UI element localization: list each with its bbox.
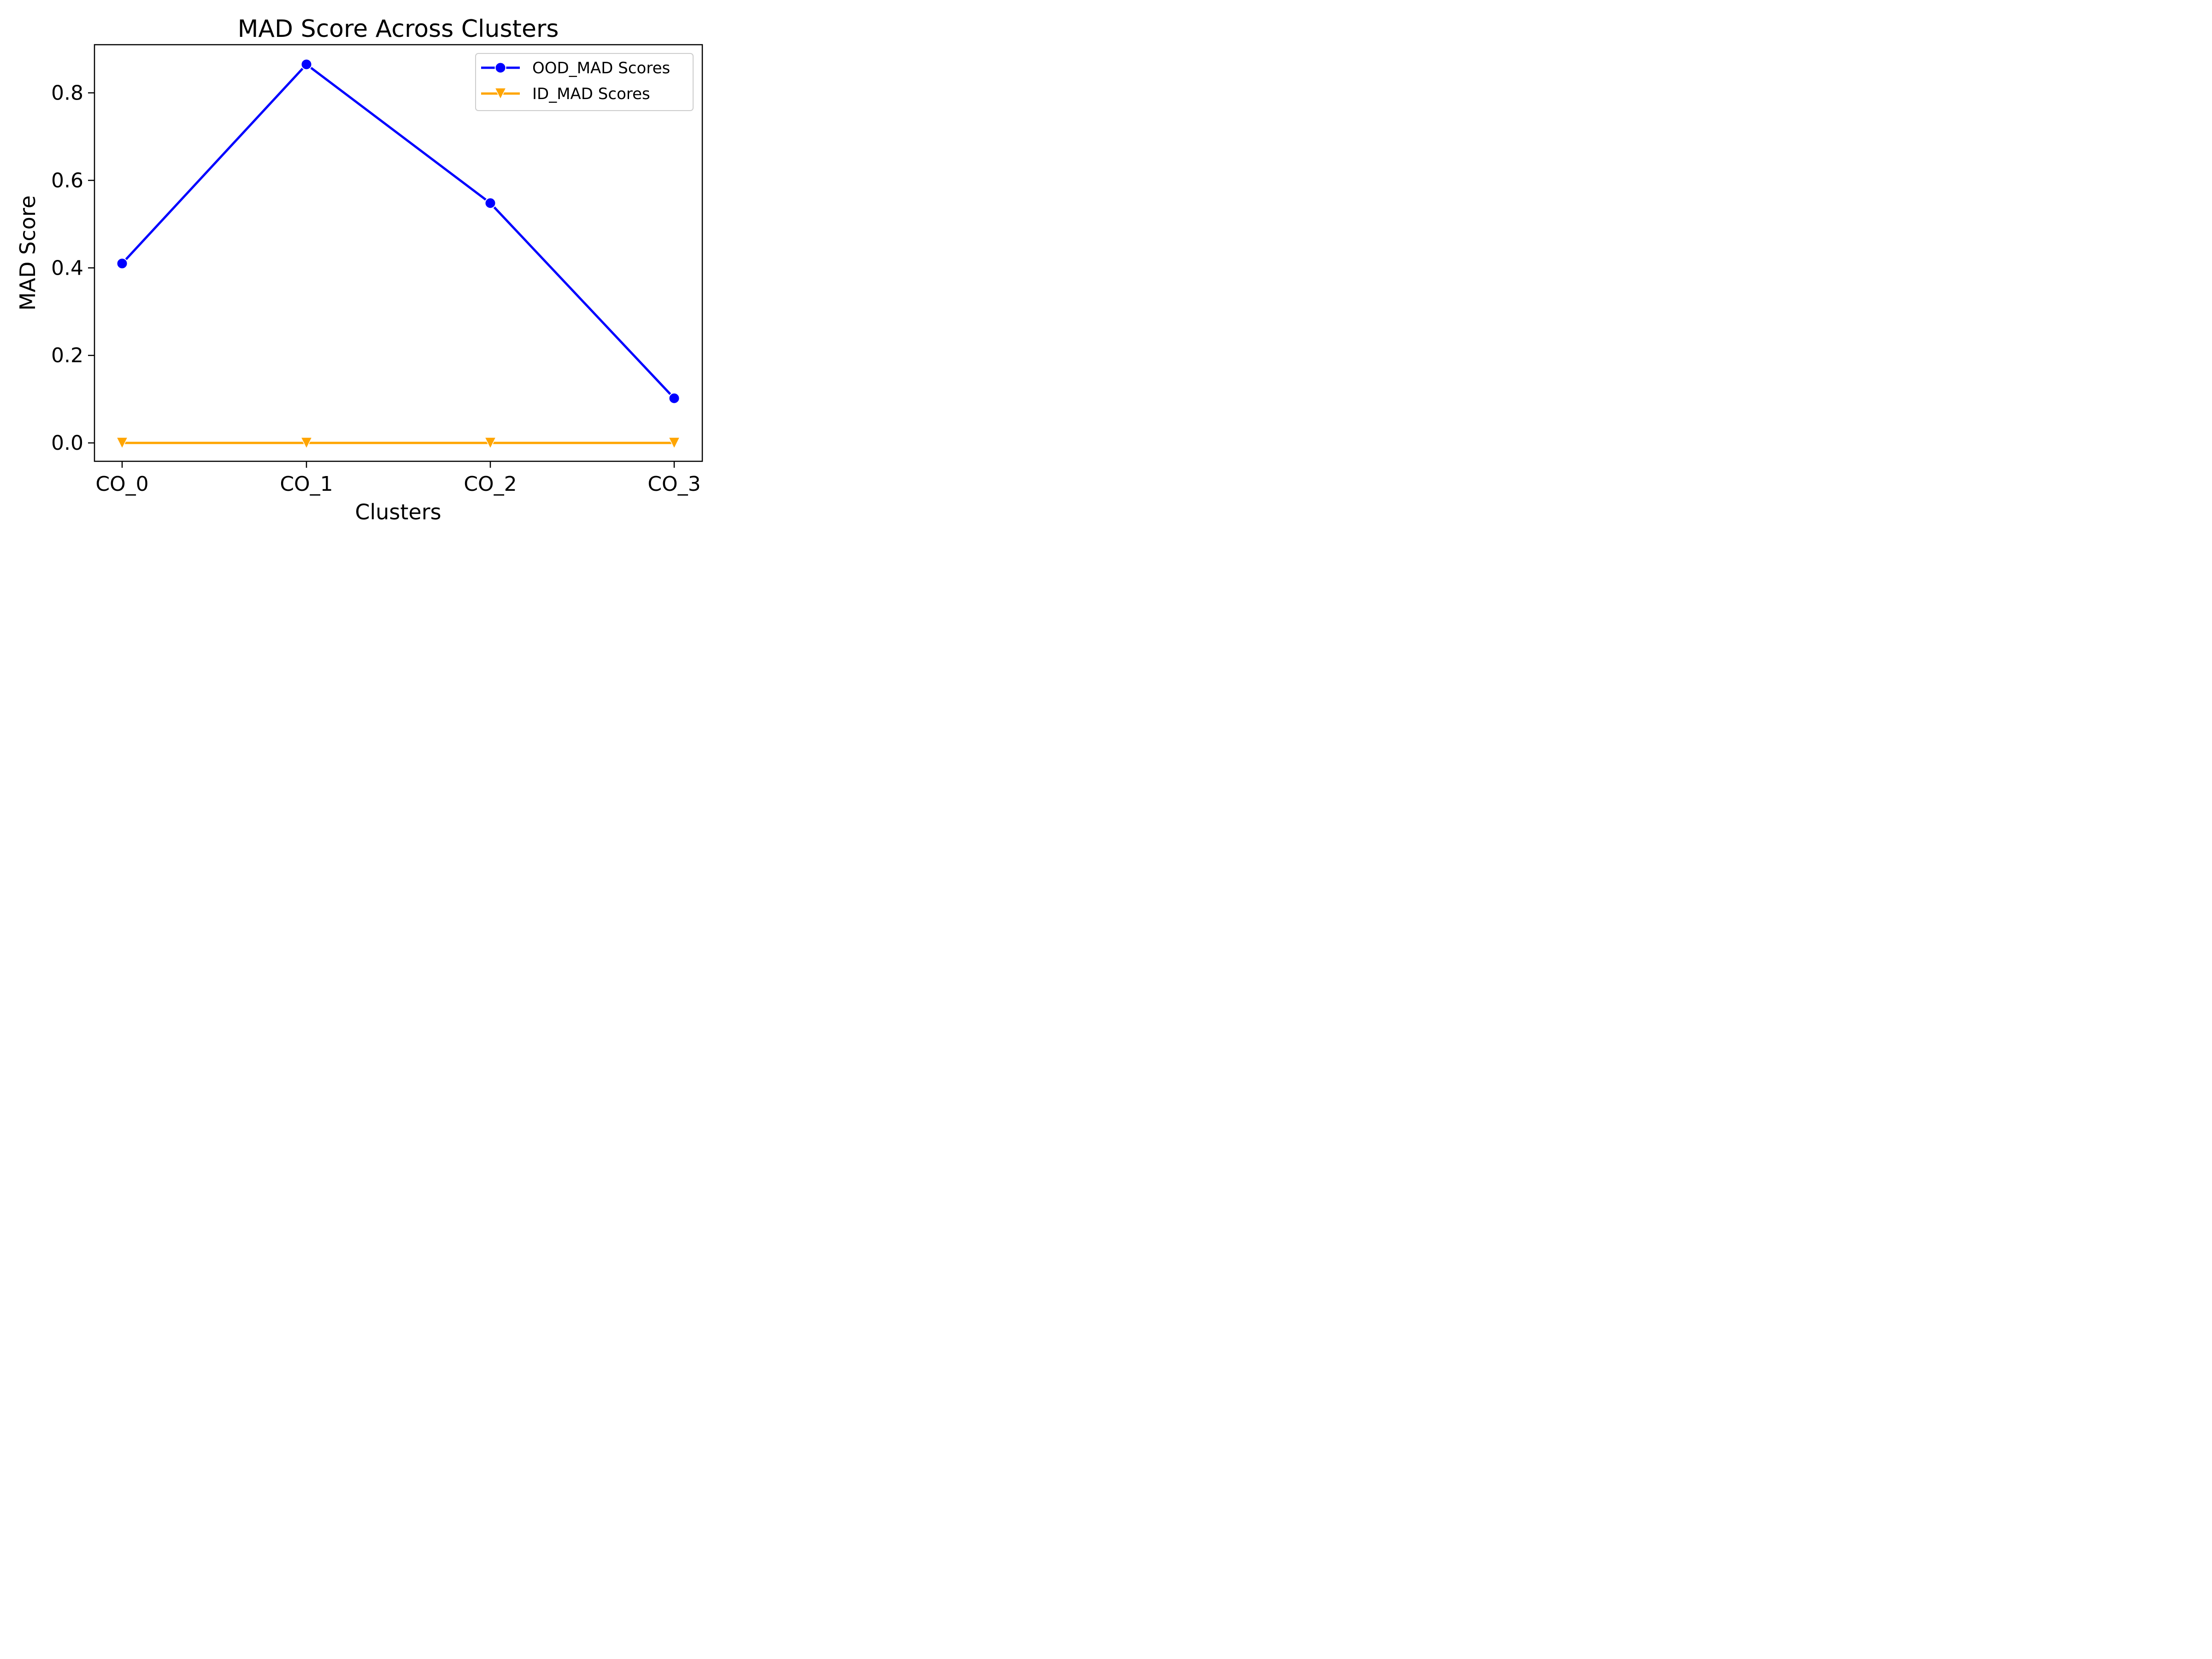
axis-ticks: CO_0 CO_1 CO_2 CO_3 0.0 0.2 0.4 0.6 0.8: [51, 81, 701, 496]
x-tick-label: CO_0: [95, 472, 148, 496]
y-tick-label: 0.4: [51, 256, 83, 280]
data-point: [668, 392, 680, 404]
x-tick-label: CO_1: [280, 472, 333, 496]
y-tick-label: 0.0: [51, 431, 83, 455]
series-layer: [116, 59, 681, 449]
data-point: [484, 197, 496, 209]
y-axis-label: MAD Score: [15, 195, 40, 311]
series-line: [121, 63, 675, 399]
x-tick-label: CO_2: [464, 472, 517, 496]
legend-label: ID_MAD Scores: [532, 85, 650, 103]
x-axis-label: Clusters: [355, 500, 441, 524]
data-point: [494, 88, 507, 100]
data-point: [116, 437, 129, 449]
data-point: [494, 62, 506, 74]
y-tick-label: 0.2: [51, 344, 83, 367]
legend-label: OOD_MAD Scores: [532, 59, 670, 77]
plot-frame: [94, 44, 703, 462]
y-tick-label: 0.8: [51, 81, 83, 105]
data-point: [300, 437, 313, 449]
data-point: [300, 59, 312, 71]
data-point: [668, 437, 681, 449]
chart: MAD Score Across Clusters CO_0 CO_1 CO_2 CO…: [0, 0, 718, 539]
chart-title: MAD Score Across Clusters: [238, 15, 559, 43]
y-tick-label: 0.6: [51, 169, 83, 192]
legend-box: [475, 53, 694, 111]
x-tick-label: CO_3: [647, 472, 700, 496]
legend: OOD_MAD Scores ID_MAD Scores: [475, 53, 694, 111]
data-point: [116, 258, 128, 270]
data-point: [484, 437, 497, 449]
